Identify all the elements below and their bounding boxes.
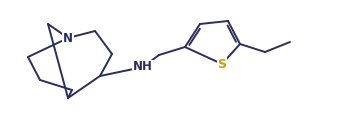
Text: S: S <box>218 58 226 70</box>
Text: N: N <box>63 31 73 44</box>
Text: NH: NH <box>133 60 153 74</box>
